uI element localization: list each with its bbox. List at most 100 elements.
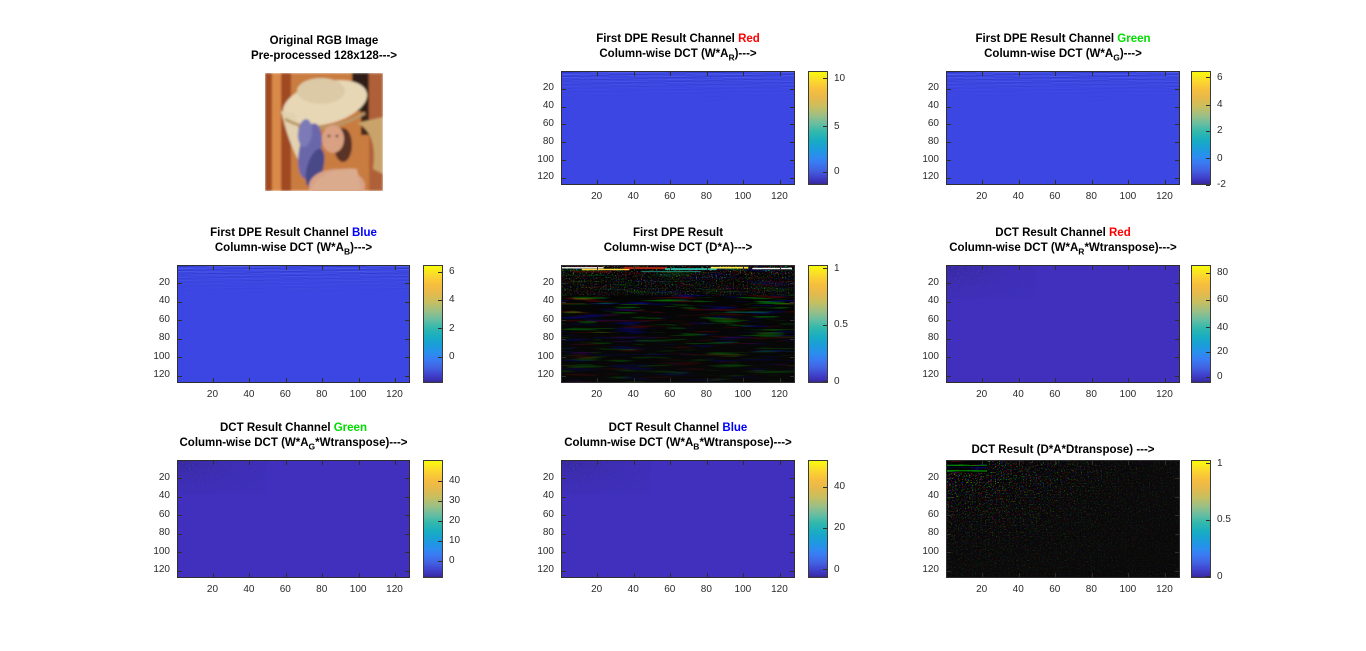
title-text: Blue <box>722 422 748 434</box>
x-tick-mark <box>285 461 287 465</box>
y-tick-mark <box>178 375 182 377</box>
y-tick-mark <box>947 320 951 322</box>
y-tick-mark <box>562 301 566 303</box>
colorbar-dct-blue <box>808 460 828 578</box>
x-tick-mark <box>1091 573 1093 577</box>
y-tick-mark <box>947 124 951 126</box>
y-tick-mark <box>947 375 951 377</box>
title-text: *Wtranspose)---> <box>699 437 792 449</box>
heatmap-first-dpe-green <box>946 71 1180 185</box>
colorbar-tick-mark <box>1206 519 1210 521</box>
y-tick-label: 20 <box>158 276 170 288</box>
colorbar-tick-label: 30 <box>449 495 461 507</box>
y-tick-mark <box>178 515 182 517</box>
x-tick-label: 100 <box>349 584 367 595</box>
y-tick-mark <box>790 160 794 162</box>
title-line: First DPE Result Channel Red <box>458 32 898 47</box>
y-tick-label: 20 <box>542 82 554 94</box>
colorbar-tick-mark <box>1206 184 1210 186</box>
colorbar-tick-mark <box>823 324 827 326</box>
colorbar-tick-mark <box>1206 463 1210 465</box>
x-tick-label: 40 <box>627 584 639 595</box>
y-tick-mark <box>790 177 794 179</box>
x-tick-mark <box>358 573 360 577</box>
title-text: )---> <box>1119 48 1142 60</box>
x-tick-label: 20 <box>976 389 988 400</box>
x-tick-mark <box>1055 180 1057 184</box>
colorbar-tick-label: 40 <box>449 475 461 487</box>
colorbar-tick-mark <box>823 527 827 529</box>
y-tick-mark <box>562 320 566 322</box>
title-text: Column-wise DCT (W*A <box>949 242 1079 254</box>
x-tick-mark <box>982 378 984 382</box>
title-text: First DPE Result Channel <box>596 33 739 45</box>
x-tick-label: 120 <box>1156 191 1173 202</box>
x-tick-mark <box>597 461 599 465</box>
y-tick-label: 40 <box>927 295 939 307</box>
y-tick-label: 60 <box>927 117 939 129</box>
colorbar-tick-mark <box>438 271 442 273</box>
y-tick-mark <box>178 338 182 340</box>
y-tick-label: 100 <box>153 350 170 362</box>
x-tick-mark <box>1055 461 1057 465</box>
x-tick-label: 100 <box>734 389 752 400</box>
y-tick-label: 80 <box>542 332 554 344</box>
y-tick-label: 40 <box>927 490 939 502</box>
heatmap-first-dpe-blue <box>177 265 410 383</box>
x-tick-mark <box>1128 72 1130 76</box>
title-subscript: G <box>308 441 316 452</box>
colorbar-tick-label: 2 <box>1217 125 1223 137</box>
panel-title: First DPE Result Channel Blue Column-wise… <box>74 226 514 259</box>
x-tick-mark <box>1164 378 1166 382</box>
colorbar-tick-mark <box>823 486 827 488</box>
y-tick-mark <box>1175 552 1179 554</box>
x-tick-mark <box>212 378 214 382</box>
x-tick-label: 100 <box>1119 191 1137 202</box>
heatmap-first-dpe-combined <box>561 265 795 383</box>
colorbar-tick-mark <box>438 299 442 301</box>
x-tick-label: 120 <box>1156 389 1173 400</box>
title-line: Original RGB Image <box>104 34 544 49</box>
title-text: DCT Result Channel <box>608 422 723 434</box>
y-tick-label: 40 <box>158 295 170 307</box>
x-tick-mark <box>982 72 984 76</box>
y-tick-mark <box>790 515 794 517</box>
x-tick-mark <box>1091 72 1093 76</box>
x-tick-label: 100 <box>734 584 752 595</box>
x-tick-mark <box>743 266 745 270</box>
x-tick-mark <box>779 378 781 382</box>
y-tick-label: 60 <box>158 313 170 325</box>
colorbar-tick-label: 20 <box>449 515 461 527</box>
colorbar-tick-mark <box>438 356 442 358</box>
y-tick-label: 120 <box>922 369 939 381</box>
colorbar-dct-combined <box>1191 460 1211 578</box>
y-tick-mark <box>178 301 182 303</box>
title-line: Column-wise DCT (D*A)---> <box>458 241 898 256</box>
colorbar-tick-mark <box>438 328 442 330</box>
colorbar-tick-mark <box>823 381 827 383</box>
x-tick-mark <box>395 378 397 382</box>
x-tick-mark <box>1091 266 1093 270</box>
title-text: Green <box>1117 33 1151 45</box>
y-tick-mark <box>790 301 794 303</box>
y-tick-label: 20 <box>927 471 939 483</box>
colorbar-tick-label: 80 <box>1217 267 1229 279</box>
x-tick-mark <box>982 461 984 465</box>
x-tick-mark <box>743 573 745 577</box>
y-tick-mark <box>1175 88 1179 90</box>
x-tick-mark <box>249 266 251 270</box>
y-tick-mark <box>178 320 182 322</box>
y-tick-mark <box>562 160 566 162</box>
x-tick-mark <box>1128 378 1130 382</box>
x-tick-mark <box>1055 72 1057 76</box>
heatmap-first-dpe-red <box>561 71 795 185</box>
colorbar-tick-label: 0 <box>1217 570 1223 582</box>
title-text: Blue <box>351 227 377 239</box>
y-tick-mark <box>947 552 951 554</box>
title-text: Red <box>738 33 760 45</box>
x-tick-mark <box>706 72 708 76</box>
x-tick-label: 20 <box>976 584 988 595</box>
x-tick-mark <box>597 72 599 76</box>
colorbar-tick-label: 0 <box>834 166 840 178</box>
title-line: Pre-processed 128x128---> <box>104 49 544 64</box>
